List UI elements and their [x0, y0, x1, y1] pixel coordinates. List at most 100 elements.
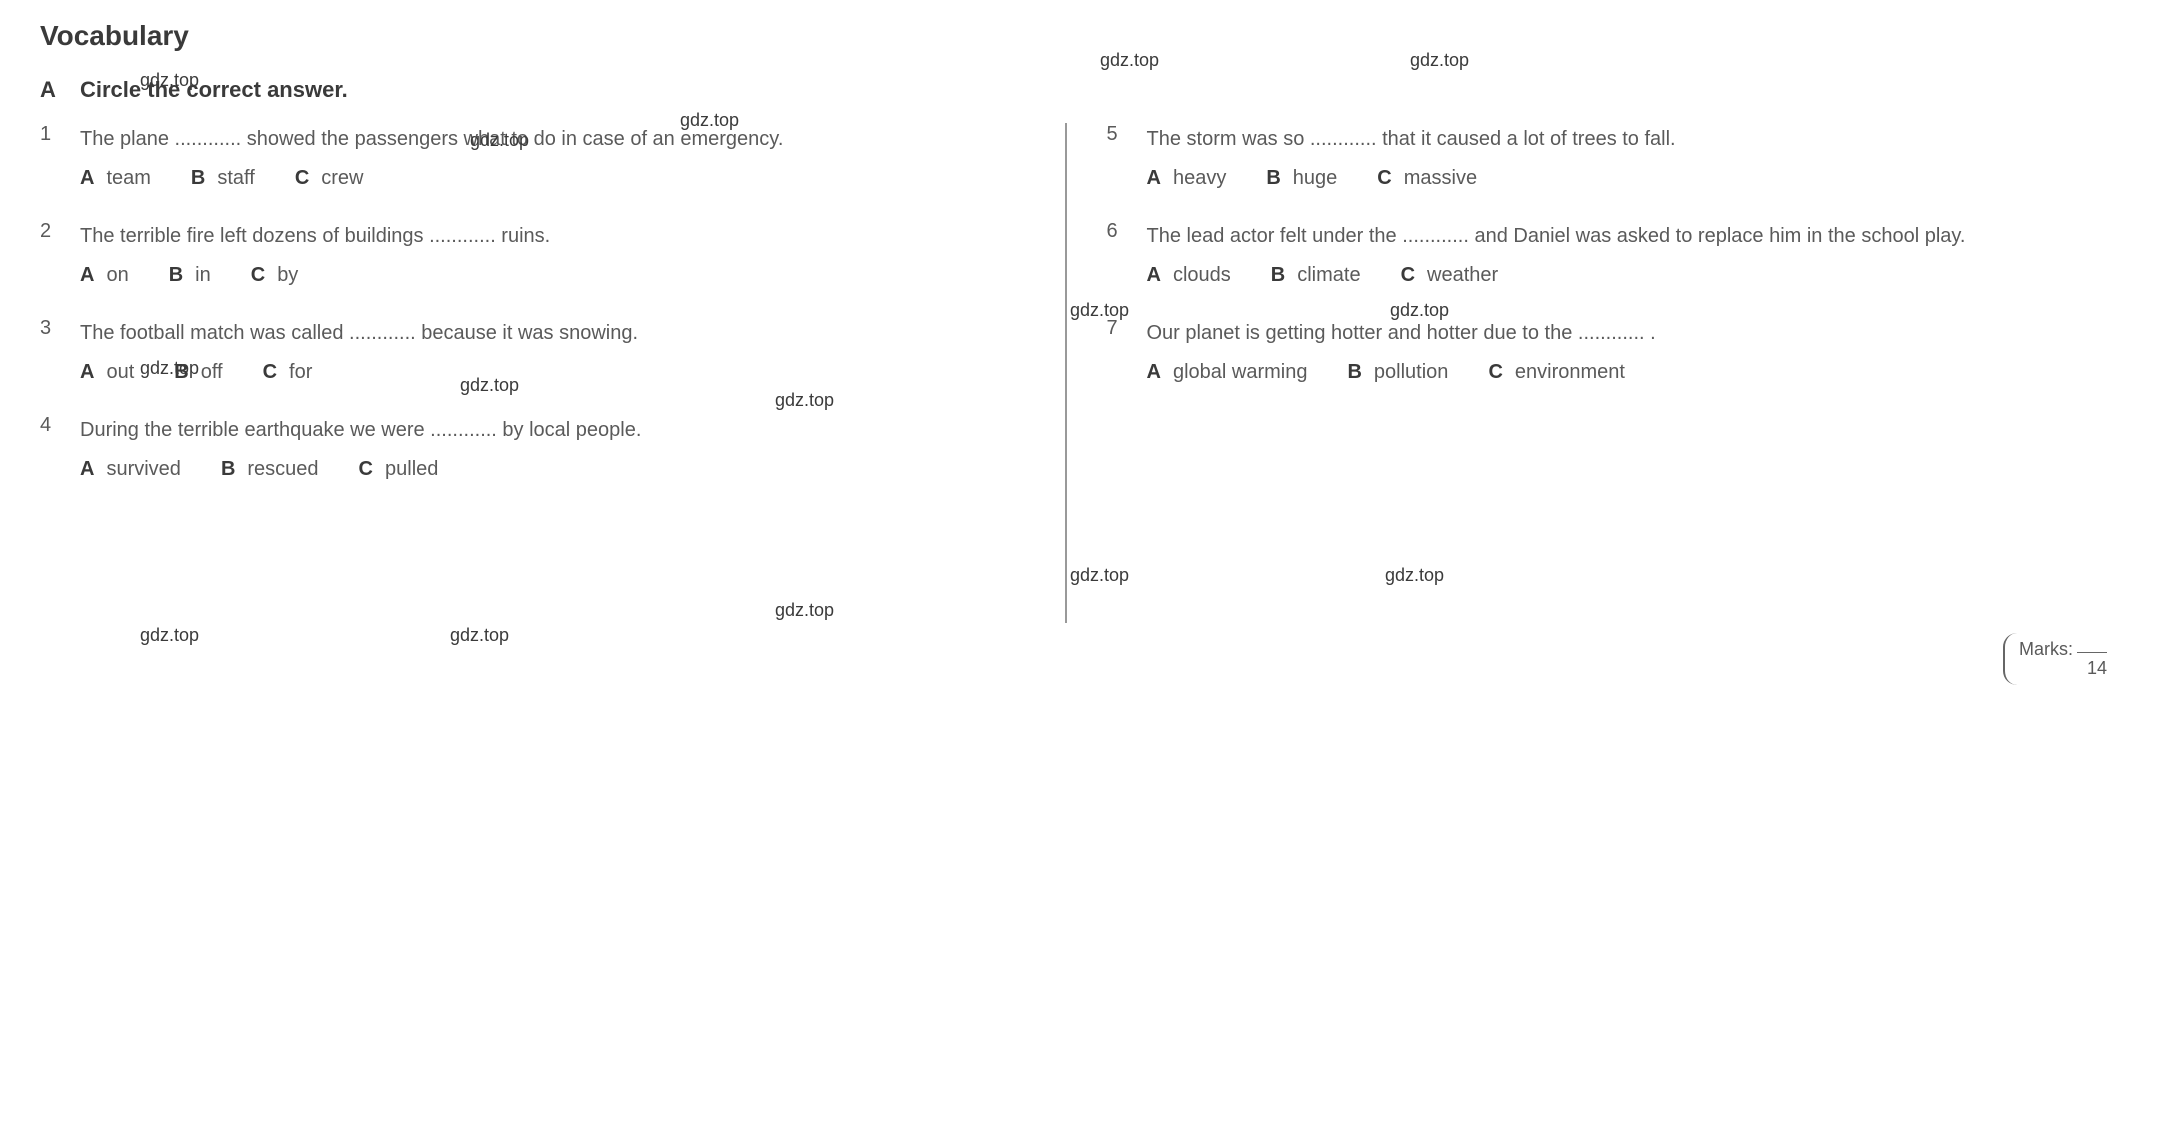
- watermark: gdz.top: [1410, 50, 1469, 71]
- options-row: Aheavy Bhuge Cmassive: [1147, 167, 2102, 190]
- option-text: on: [106, 264, 128, 287]
- option-letter: A: [80, 458, 94, 481]
- question-number: 3: [40, 317, 80, 340]
- option-letter: A: [1147, 167, 1161, 190]
- option-c[interactable]: Cby: [251, 264, 299, 287]
- option-text: rescued: [247, 458, 318, 481]
- option-text: in: [195, 264, 211, 287]
- question-number: 5: [1107, 123, 1147, 146]
- option-text: weather: [1427, 264, 1498, 287]
- option-text: by: [277, 264, 298, 287]
- options-row: Asurvived Brescued Cpulled: [80, 458, 1035, 481]
- option-letter: B: [221, 458, 235, 481]
- option-letter: C: [1377, 167, 1391, 190]
- question-number: 2: [40, 220, 80, 243]
- option-letter: B: [1271, 264, 1285, 287]
- columns-wrapper: 1The plane ............ showed the passe…: [40, 123, 2121, 623]
- option-letter: B: [1266, 167, 1280, 190]
- option-c[interactable]: Ccrew: [295, 167, 364, 190]
- marks-total: 14: [2019, 658, 2107, 679]
- option-text: pollution: [1374, 361, 1449, 384]
- option-text: team: [106, 167, 150, 190]
- marks-blank-line: [2077, 652, 2107, 653]
- question-text: The plane ............ showed the passen…: [80, 123, 783, 155]
- option-text: climate: [1297, 264, 1360, 287]
- question-row: 7Our planet is getting hotter and hotter…: [1107, 317, 2102, 349]
- options-row: Aclouds Bclimate Cweather: [1147, 264, 2102, 287]
- option-text: for: [289, 361, 312, 384]
- option-a[interactable]: Aheavy: [1147, 167, 1227, 190]
- option-letter: B: [174, 361, 188, 384]
- option-c[interactable]: Cweather: [1401, 264, 1499, 287]
- question-4: 4During the terrible earthquake we were …: [40, 414, 1035, 481]
- question-row: 1The plane ............ showed the passe…: [40, 123, 1035, 155]
- options-row: Aout Boff Cfor: [80, 361, 1035, 384]
- instruction-text: Circle the correct answer.: [80, 77, 348, 103]
- option-text: massive: [1404, 167, 1477, 190]
- instruction-letter: A: [40, 77, 80, 103]
- option-a[interactable]: Aglobal warming: [1147, 361, 1308, 384]
- question-row: 2The terrible fire left dozens of buildi…: [40, 220, 1035, 252]
- option-letter: C: [359, 458, 373, 481]
- options-row: Aon Bin Cby: [80, 264, 1035, 287]
- option-letter: A: [80, 167, 94, 190]
- option-text: out: [106, 361, 134, 384]
- question-5: 5The storm was so ............ that it c…: [1107, 123, 2102, 190]
- option-letter: B: [169, 264, 183, 287]
- option-a[interactable]: Aout: [80, 361, 134, 384]
- option-c[interactable]: Cfor: [263, 361, 313, 384]
- option-text: survived: [106, 458, 180, 481]
- page-container: Vocabulary A Circle the correct answer. …: [40, 20, 2121, 685]
- question-text: The terrible fire left dozens of buildin…: [80, 220, 550, 252]
- left-column: 1The plane ............ showed the passe…: [40, 123, 1055, 623]
- option-letter: C: [263, 361, 277, 384]
- question-text: The lead actor felt under the ..........…: [1147, 220, 1966, 252]
- marks-box: Marks: 14: [40, 633, 2121, 685]
- option-b[interactable]: Brescued: [221, 458, 319, 481]
- marks-inner: Marks: 14: [2003, 633, 2121, 685]
- option-text: heavy: [1173, 167, 1226, 190]
- marks-label: Marks:: [2019, 639, 2073, 659]
- option-b[interactable]: Bstaff: [191, 167, 255, 190]
- question-number: 6: [1107, 220, 1147, 243]
- right-column: 5The storm was so ............ that it c…: [1077, 123, 2122, 623]
- option-letter: A: [80, 264, 94, 287]
- option-b[interactable]: Bhuge: [1266, 167, 1337, 190]
- option-b[interactable]: Bclimate: [1271, 264, 1361, 287]
- option-letter: C: [251, 264, 265, 287]
- options-row: Ateam Bstaff Ccrew: [80, 167, 1035, 190]
- option-text: global warming: [1173, 361, 1308, 384]
- option-c[interactable]: Cenvironment: [1488, 361, 1625, 384]
- question-2: 2The terrible fire left dozens of buildi…: [40, 220, 1035, 287]
- option-b[interactable]: Bpollution: [1347, 361, 1448, 384]
- question-text: During the terrible earthquake we were .…: [80, 414, 641, 446]
- option-letter: A: [1147, 361, 1161, 384]
- question-row: 4During the terrible earthquake we were …: [40, 414, 1035, 446]
- option-text: off: [201, 361, 223, 384]
- option-a[interactable]: Aon: [80, 264, 129, 287]
- question-row: 5The storm was so ............ that it c…: [1107, 123, 2102, 155]
- question-number: 4: [40, 414, 80, 437]
- option-c[interactable]: Cmassive: [1377, 167, 1477, 190]
- question-text: The storm was so ............ that it ca…: [1147, 123, 1676, 155]
- option-a[interactable]: Asurvived: [80, 458, 181, 481]
- option-letter: B: [191, 167, 205, 190]
- question-7: 7Our planet is getting hotter and hotter…: [1107, 317, 2102, 384]
- option-text: clouds: [1173, 264, 1231, 287]
- option-a[interactable]: Aclouds: [1147, 264, 1231, 287]
- option-letter: A: [1147, 264, 1161, 287]
- option-letter: C: [1401, 264, 1415, 287]
- instruction-row: A Circle the correct answer.: [40, 77, 2121, 103]
- option-b[interactable]: Bin: [169, 264, 211, 287]
- column-divider: [1065, 123, 1067, 623]
- option-b[interactable]: Boff: [174, 361, 222, 384]
- watermark: gdz.top: [1100, 50, 1159, 71]
- section-title: Vocabulary: [40, 20, 2121, 52]
- option-letter: A: [80, 361, 94, 384]
- question-number: 7: [1107, 317, 1147, 340]
- option-text: staff: [217, 167, 254, 190]
- option-a[interactable]: Ateam: [80, 167, 151, 190]
- option-c[interactable]: Cpulled: [359, 458, 439, 481]
- option-letter: B: [1347, 361, 1361, 384]
- option-text: crew: [321, 167, 363, 190]
